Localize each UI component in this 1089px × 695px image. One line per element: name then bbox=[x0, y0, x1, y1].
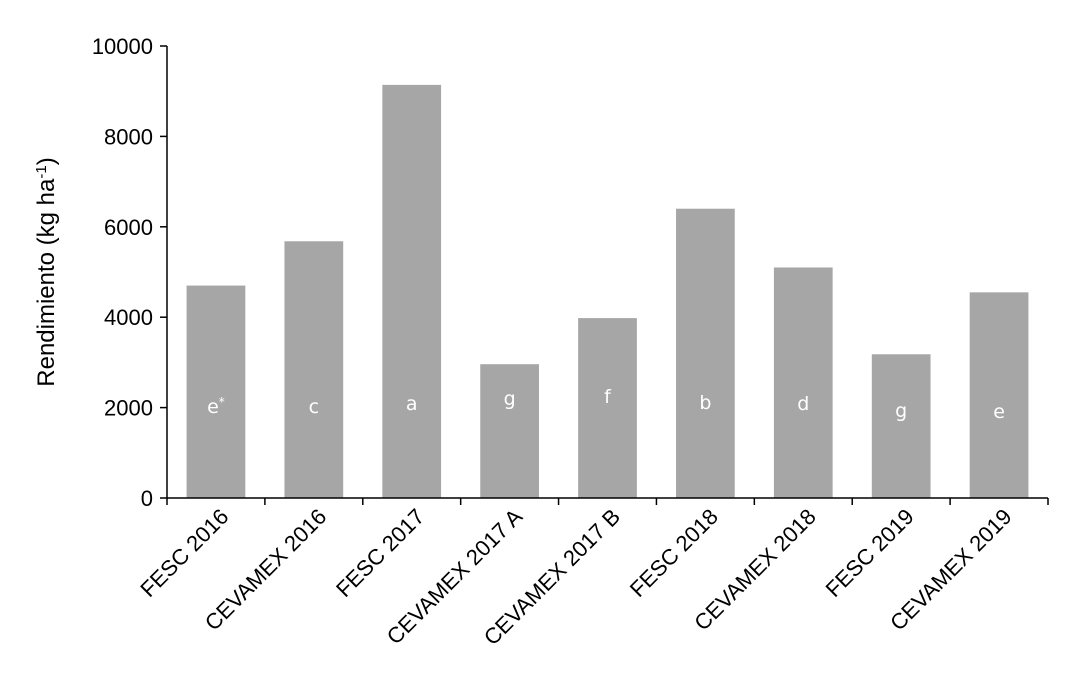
bar-letter-label: a bbox=[406, 393, 418, 415]
bar-letter-label: e* bbox=[207, 395, 225, 418]
bar-letter-label: b bbox=[699, 392, 711, 414]
y-tick-label: 6000 bbox=[104, 215, 153, 240]
bar-letter-label: g bbox=[895, 400, 907, 422]
bar-letter-labels: e* c a g f b d g e bbox=[207, 386, 1005, 423]
bar-letter-label: e bbox=[993, 401, 1005, 423]
bar-letter-label: g bbox=[504, 388, 516, 410]
bar bbox=[969, 292, 1029, 498]
bar bbox=[578, 318, 637, 498]
bar bbox=[773, 267, 833, 498]
y-tick-label: 10000 bbox=[92, 34, 153, 59]
bar-letter-label: c bbox=[309, 396, 319, 418]
x-tick-label: FESC 2016 bbox=[135, 504, 233, 602]
y-tick-label: 0 bbox=[141, 486, 153, 511]
bar bbox=[480, 364, 539, 498]
x-tick-label: FESC 2019 bbox=[821, 504, 919, 602]
bar-letter-label: f bbox=[604, 386, 612, 408]
x-tick-label: FESC 2017 bbox=[331, 504, 429, 602]
bars bbox=[186, 84, 1029, 498]
bar bbox=[382, 84, 442, 498]
y-tick-label: 8000 bbox=[104, 124, 153, 149]
bar bbox=[284, 241, 344, 498]
y-tick-label: 2000 bbox=[104, 396, 153, 421]
bar bbox=[871, 354, 931, 498]
bar-letter-label: d bbox=[797, 393, 809, 415]
y-tick-label: 4000 bbox=[104, 305, 153, 330]
y-axis-ticks: 0 2000 4000 6000 8000 10000 bbox=[92, 34, 167, 511]
bar bbox=[676, 208, 735, 498]
bar bbox=[186, 285, 246, 498]
y-axis-title: Rendimiento (kg ha-1) bbox=[33, 157, 61, 386]
x-tick-label: FESC 2018 bbox=[625, 504, 723, 602]
